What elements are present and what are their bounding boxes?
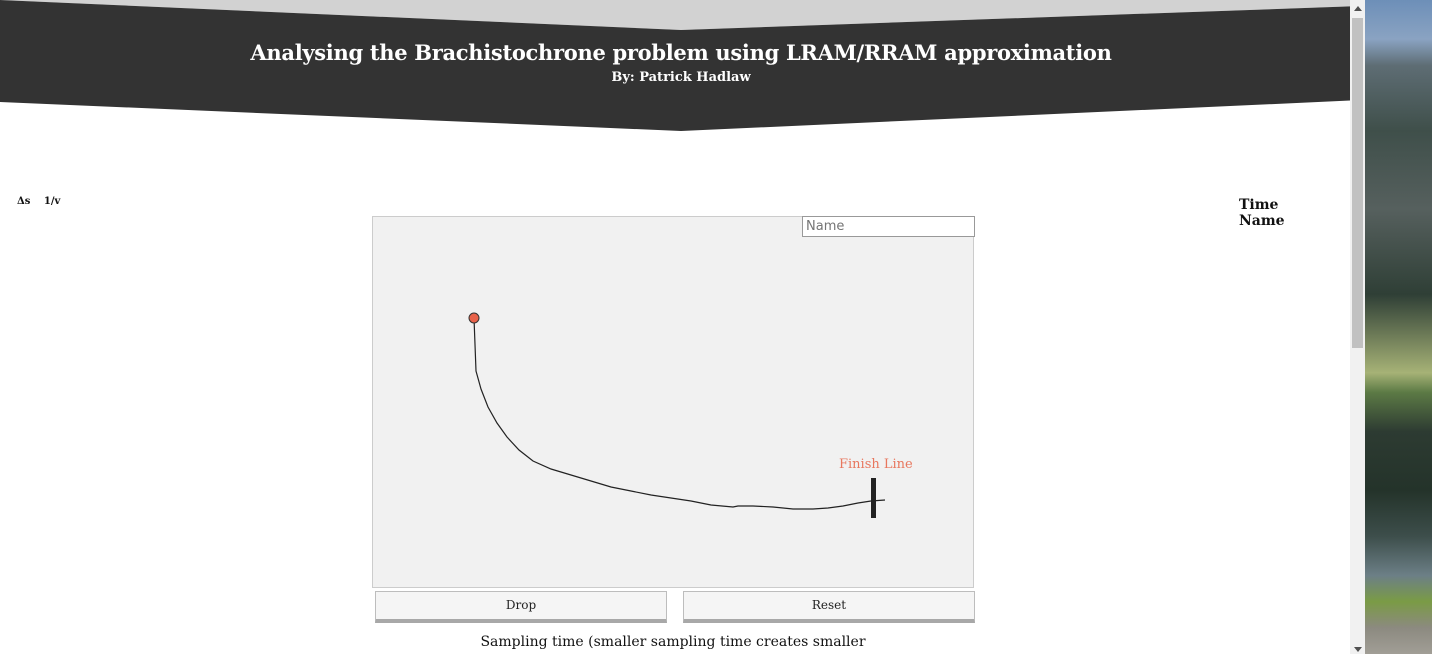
background-photo — [1365, 0, 1432, 654]
page: Analysing the Brachistochrone problem us… — [0, 0, 1350, 650]
reset-button[interactable]: Reset — [683, 591, 975, 623]
header-banner — [0, 0, 1350, 131]
drawing-canvas[interactable]: Finish Line — [372, 216, 974, 588]
results-left-header: Δs 1/v — [17, 196, 70, 207]
results-right-header: Time Name — [1239, 197, 1350, 229]
curve-drawing: Finish Line — [468, 312, 913, 518]
scroll-down-icon[interactable] — [1354, 647, 1362, 652]
scroll-up-icon[interactable] — [1354, 6, 1362, 11]
finish-line-label: Finish Line — [839, 457, 913, 472]
vertical-scrollbar[interactable] — [1350, 0, 1365, 654]
name-input[interactable] — [802, 216, 975, 237]
drop-button[interactable]: Drop — [375, 591, 667, 623]
ball — [468, 312, 480, 324]
page-title: Analysing the Brachistochrone problem us… — [250, 40, 1112, 65]
sampling-time-label: Sampling time (smaller sampling time cre… — [480, 634, 866, 650]
finish-line-marker — [871, 478, 876, 518]
drawn-curve — [473, 317, 886, 510]
inverse-velocity-column: 1/v — [43, 196, 61, 207]
page-author: By: Patrick Hadlaw — [611, 70, 751, 85]
scrollbar-thumb[interactable] — [1352, 18, 1363, 348]
name-column: Name — [1239, 213, 1285, 229]
delta-s-column: Δs — [17, 196, 31, 207]
time-column: Time — [1239, 197, 1279, 213]
